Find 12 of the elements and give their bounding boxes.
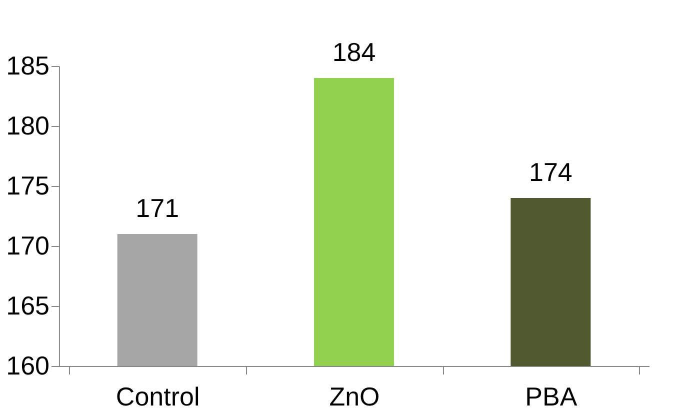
- y-tick-label: 180: [6, 110, 50, 140]
- x-tick-label: ZnO: [329, 382, 380, 410]
- y-tick-label: 185: [6, 50, 50, 80]
- y-tick-label: 175: [6, 170, 50, 200]
- y-tick-label: 170: [6, 230, 50, 260]
- x-tick-label: Control: [116, 382, 200, 410]
- y-tick-label: 165: [6, 290, 50, 320]
- data-label: 171: [136, 193, 180, 223]
- data-label: 184: [332, 37, 376, 67]
- data-label: 174: [528, 157, 572, 187]
- x-tick-label: PBA: [525, 382, 578, 410]
- y-tick-label: 160: [6, 350, 50, 380]
